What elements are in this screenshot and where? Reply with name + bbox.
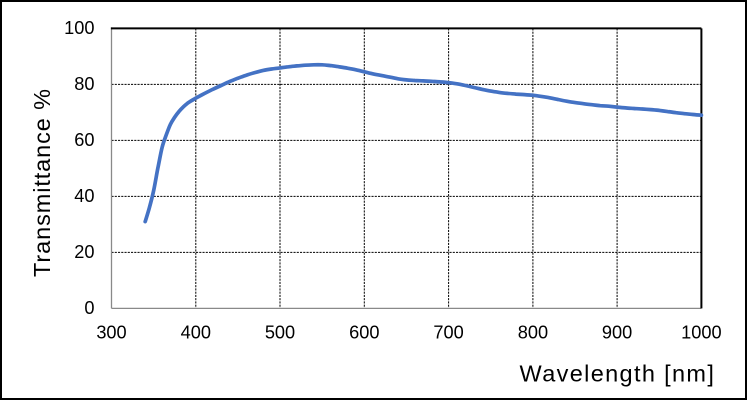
svg-text:80: 80 (74, 74, 94, 94)
svg-text:900: 900 (602, 323, 632, 343)
svg-text:100: 100 (64, 18, 94, 38)
svg-text:700: 700 (433, 323, 463, 343)
svg-text:1000: 1000 (681, 323, 721, 343)
svg-text:400: 400 (181, 323, 211, 343)
svg-text:60: 60 (74, 130, 94, 150)
svg-text:300: 300 (96, 323, 126, 343)
svg-text:20: 20 (74, 242, 94, 262)
svg-text:800: 800 (518, 323, 548, 343)
svg-text:500: 500 (265, 323, 295, 343)
svg-text:Wavelength [nm]: Wavelength [nm] (520, 361, 716, 387)
svg-text:0: 0 (84, 298, 94, 318)
svg-text:Transmittance %: Transmittance % (29, 88, 55, 277)
svg-text:600: 600 (349, 323, 379, 343)
svg-text:40: 40 (74, 186, 94, 206)
